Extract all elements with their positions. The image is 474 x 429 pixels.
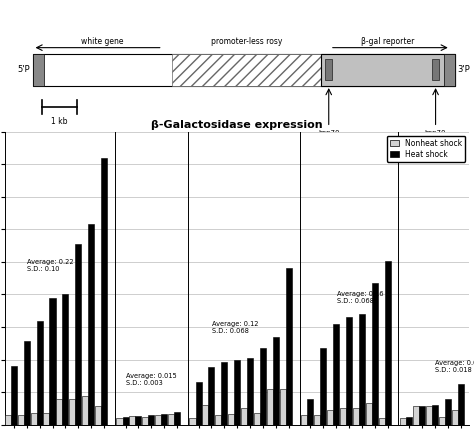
Bar [49,298,55,425]
Text: Average: 0.16
S.D.: 0.068: Average: 0.16 S.D.: 0.068 [337,291,383,304]
Bar [325,59,332,81]
Bar [36,320,43,425]
Text: β-gal reporter: β-gal reporter [361,37,415,46]
Bar [209,367,214,425]
Bar [267,389,273,425]
Bar [234,360,240,425]
Bar [333,324,339,425]
Bar [136,416,141,425]
Bar [88,224,94,425]
Bar [82,396,88,425]
Bar [432,59,439,81]
Text: hsp70
promoter: hsp70 promoter [313,130,345,143]
Bar [384,261,391,425]
Bar [117,418,122,425]
Bar [353,408,359,425]
Bar [346,317,352,425]
Text: Average: 0.032
S.D.: 0.018: Average: 0.032 S.D.: 0.018 [436,360,474,373]
Bar [400,417,406,425]
Text: 5'P: 5'P [18,65,30,74]
Bar [24,341,30,425]
Bar [247,358,253,425]
Legend: Nonheat shock, Heat shock: Nonheat shock, Heat shock [387,136,465,162]
Bar [202,405,209,425]
Bar [190,418,195,425]
Bar [161,414,167,425]
Bar [444,54,456,86]
Bar [56,399,63,425]
Bar [379,418,384,425]
Bar [307,399,313,425]
Bar [228,414,234,425]
Text: 3'P: 3'P [457,65,470,74]
Bar [301,415,307,425]
Text: hsp70
terminator: hsp70 terminator [417,130,454,143]
Bar [122,417,128,425]
Bar [280,389,286,425]
Bar [148,415,155,425]
Title: β-Galactosidase expression: β-Galactosidase expression [151,120,323,130]
Text: Average: 0.015
S.D.: 0.003: Average: 0.015 S.D.: 0.003 [126,373,177,386]
Bar [432,405,438,425]
Bar [419,407,425,425]
Bar [33,54,456,86]
Bar [286,269,292,425]
Bar [273,337,279,425]
Bar [95,407,101,425]
Bar [457,384,464,425]
Bar [75,244,82,425]
Bar [5,415,11,425]
Bar [340,408,346,425]
Bar [406,417,412,425]
Bar [155,415,161,425]
Bar [413,407,419,425]
Bar [327,411,333,425]
Bar [33,54,44,86]
Text: 1 kb: 1 kb [51,117,68,126]
Bar [241,408,247,425]
Bar [438,417,445,425]
Bar [372,283,378,425]
Bar [260,348,266,425]
Bar [168,414,174,425]
Bar [426,407,432,425]
Text: promoter-less rosy: promoter-less rosy [210,37,282,46]
Bar [221,362,228,425]
Bar [44,413,49,425]
Text: Average: 0.22
S.D.: 0.10: Average: 0.22 S.D.: 0.10 [27,259,74,272]
Bar [365,402,372,425]
Bar [445,399,451,425]
Bar [254,413,260,425]
Bar [129,416,136,425]
Bar [174,412,180,425]
Bar [452,411,457,425]
Text: white gene: white gene [81,37,124,46]
Bar [359,314,365,425]
Text: Average: 0.12
S.D.: 0.068: Average: 0.12 S.D.: 0.068 [212,320,258,334]
Bar [11,366,17,425]
Bar [142,417,148,425]
Bar [69,399,75,425]
Bar [215,415,221,425]
Bar [30,413,36,425]
Bar [320,348,326,425]
Bar [18,415,24,425]
Bar [314,415,320,425]
Bar [101,158,107,425]
Bar [195,382,201,425]
Bar [320,54,456,86]
Bar [172,54,320,86]
Bar [63,294,68,425]
